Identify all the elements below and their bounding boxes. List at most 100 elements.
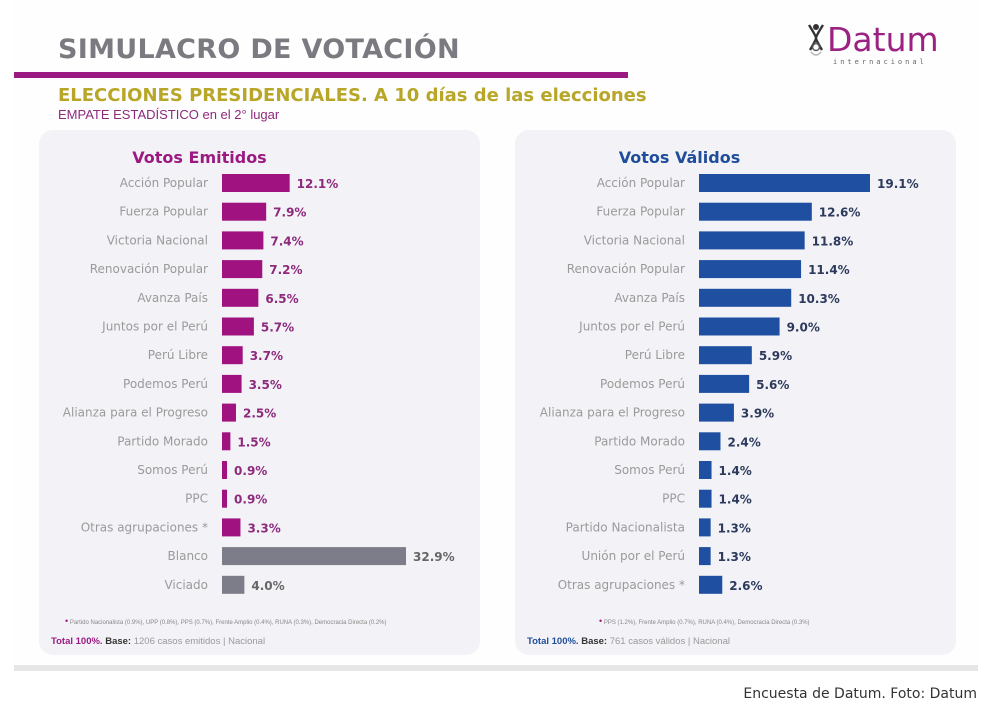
footnote: • PPS (1.2%), Frente Amplio (0.7%), RUNA… (599, 616, 810, 626)
category-label: Unión por el Perú (582, 549, 685, 563)
bar (222, 489, 228, 508)
bar (699, 202, 812, 221)
footnote-marker: • (65, 616, 69, 626)
category-label: Alianza para el Progreso (63, 406, 208, 420)
bar (222, 518, 241, 537)
category-label: Podemos Perú (123, 377, 208, 391)
bar (699, 489, 712, 508)
value-label: 32.9% (413, 550, 455, 564)
category-label: Somos Perú (614, 463, 685, 477)
bar (222, 403, 236, 422)
base-text: 1206 casos emitidos | Nacional (131, 636, 266, 647)
chart-title: Votos Válidos (618, 148, 741, 167)
category-label: Renovación Popular (90, 262, 208, 276)
bar (222, 461, 228, 479)
category-label: PPC (662, 492, 685, 506)
category-label: Perú Libre (148, 348, 208, 362)
logo-text: Datum (827, 20, 939, 59)
value-label: 2.5% (243, 407, 276, 421)
bar (699, 403, 734, 422)
bar (699, 461, 712, 479)
value-label: 7.2% (269, 263, 302, 277)
category-label: Viciado (164, 578, 208, 592)
category-label: Otras agrupaciones * (558, 578, 685, 592)
subtitle: ELECCIONES PRESIDENCIALES. A 10 días de … (58, 85, 647, 106)
value-label: 0.9% (234, 464, 267, 478)
value-label: 1.5% (237, 435, 270, 449)
value-label: 5.7% (261, 321, 294, 335)
category-label: Avanza País (137, 291, 208, 305)
category-label: Blanco (168, 549, 208, 563)
value-label: 2.6% (729, 579, 762, 593)
bar (222, 260, 263, 279)
datum-figure-icon (807, 24, 825, 56)
footnote: • Partido Nacionalista (0.9%), UPP (0.8%… (65, 616, 387, 626)
category-label: Somos Perú (137, 463, 208, 477)
bar (699, 518, 711, 537)
category-label: Victoria Nacional (107, 233, 208, 247)
bar (699, 288, 792, 307)
category-label: Renovación Popular (567, 262, 685, 276)
category-label: Juntos por el Perú (101, 320, 208, 334)
footnote-text: PPS (1.2%), Frente Amplio (0.7%), RUNA (… (603, 620, 810, 626)
bar (222, 547, 406, 566)
bar (222, 202, 267, 221)
page-title: SIMULACRO DE VOTACIÓN (58, 34, 460, 65)
title-underline (14, 72, 628, 78)
category-label: Partido Morado (117, 434, 208, 448)
bar (699, 174, 870, 192)
value-label: 11.4% (808, 263, 850, 277)
value-label: 5.9% (759, 349, 792, 363)
bar (699, 346, 752, 365)
bar (222, 231, 264, 250)
value-label: 3.7% (250, 349, 283, 363)
category-label: Fuerza Popular (596, 205, 685, 219)
chart-title: Votos Emitidos (132, 148, 267, 167)
bar (699, 317, 780, 336)
value-label: 6.5% (265, 292, 298, 306)
value-label: 3.5% (249, 378, 282, 392)
chart-votos-emitidos: Acción Popular 12.1% Fuerza Popular 7.9% Vic… (63, 174, 455, 594)
base-total: Total 100%. (527, 636, 579, 647)
value-label: 7.9% (273, 206, 306, 220)
category-label: Perú Libre (625, 348, 685, 362)
photo-caption: Encuesta de Datum. Foto: Datum (743, 686, 977, 702)
value-label: 1.4% (719, 464, 752, 478)
value-label: 2.4% (727, 435, 760, 449)
footnote-text: Partido Nacionalista (0.9%), UPP (0.8%),… (69, 620, 387, 626)
category-label: Avanza País (614, 291, 685, 305)
category-label: Otras agrupaciones * (81, 520, 208, 534)
bar (699, 575, 723, 594)
category-label: Fuerza Popular (119, 205, 208, 219)
divider (14, 665, 978, 671)
base-label: Base: (105, 636, 132, 647)
category-label: Acción Popular (597, 176, 685, 190)
category-label: Victoria Nacional (584, 233, 685, 247)
value-label: 12.1% (297, 177, 339, 191)
value-label: 10.3% (798, 292, 840, 306)
bar (699, 432, 721, 451)
note-rest: en el 2° lugar (198, 107, 280, 122)
datum-logo: Datum internacional (807, 20, 939, 66)
value-label: 12.6% (819, 206, 861, 220)
base-total: Total 100%. (51, 636, 103, 647)
base-info: Total 100%. Base: 761 casos válidos | Na… (527, 636, 730, 647)
footnote-marker: • (599, 616, 603, 626)
category-label: Alianza para el Progreso (540, 406, 685, 420)
bar (222, 432, 231, 451)
value-label: 1.3% (718, 550, 751, 564)
base-label: Base: (581, 636, 608, 647)
bar (699, 547, 711, 566)
value-label: 1.3% (718, 521, 751, 535)
panel-votos-emitidos: Votos Emitidos Acción Popular 12.1% Fuerza… (39, 130, 480, 655)
value-label: 3.3% (247, 521, 280, 535)
panel-votos-validos: Votos Válidos Acción Popular 19.1% Fuerza … (515, 130, 956, 655)
category-label: PPC (185, 492, 208, 506)
bar (222, 317, 254, 336)
category-label: Partido Nacionalista (566, 520, 685, 534)
value-label: 19.1% (877, 177, 919, 191)
bar (222, 174, 290, 192)
value-label: 9.0% (787, 321, 820, 335)
base-text: 761 casos válidos | Nacional (607, 636, 730, 647)
slide: SIMULACRO DE VOTACIÓN ELECCIONES PRESIDE… (14, 0, 978, 668)
